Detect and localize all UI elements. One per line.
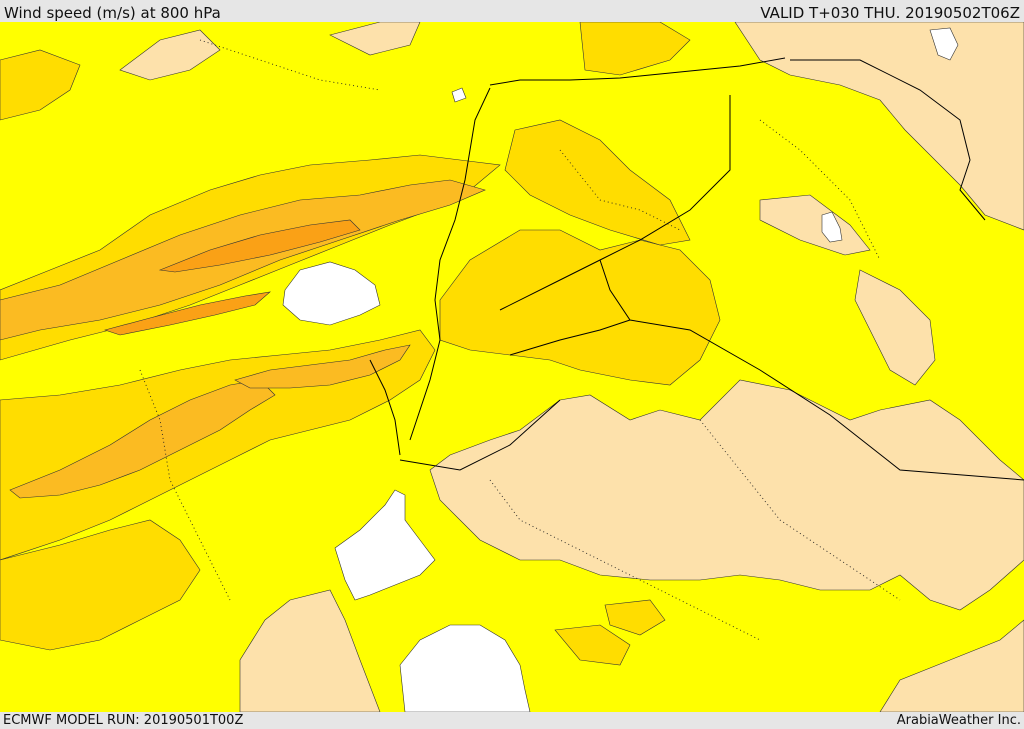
border-jordan-saudi-south: [399, 399, 561, 471]
no-shading-red-sea-south: [399, 624, 531, 712]
admin-line-3: [139, 369, 231, 601]
model-run: ECMWF MODEL RUN: 20190501T00Z: [3, 713, 244, 728]
band-medium-sinai: [0, 329, 436, 561]
admin-line-1: [559, 149, 681, 231]
border-lebanon-coast: [409, 87, 491, 441]
no-shading-small: [451, 87, 467, 103]
border-syria-iraq: [499, 95, 731, 311]
admin-line-2: [699, 419, 901, 601]
band-strong-coast: [234, 344, 411, 389]
no-shading-lake: [821, 211, 843, 243]
band-medium-egypt: [0, 519, 201, 651]
band-very-light-north-2: [329, 22, 421, 56]
band-very-light-east: [734, 22, 1024, 231]
band-very-light-east-patch-2: [854, 269, 936, 386]
band-very-light-southeast: [879, 619, 1024, 712]
band-medium-south-strip: [554, 624, 631, 666]
credit: ArabiaWeather Inc.: [896, 713, 1021, 728]
border-turkey-syria: [489, 57, 786, 86]
country-borders: [369, 57, 1024, 481]
border-jordan-saudi: [509, 319, 631, 356]
band-medium-levant: [439, 229, 721, 386]
band-stronger-jet-1: [158, 219, 361, 273]
no-shading-cyprus-south: [282, 261, 381, 326]
valid-time: VALID T+030 THU. 20190502T06Z: [760, 4, 1020, 22]
band-very-light-south: [429, 379, 1024, 611]
border-iran-iraq: [790, 59, 986, 221]
band-very-light-southwest: [239, 589, 381, 712]
admin-line-4: [759, 119, 881, 261]
band-stronger-regions: [103, 219, 361, 336]
band-very-light-regions: [9, 22, 1024, 712]
band-medium-northwest: [0, 49, 81, 121]
band-medium-north-center: [579, 22, 691, 76]
band-very-light-north-1: [119, 29, 221, 81]
border-israel-egypt: [369, 359, 401, 456]
map-title: Wind speed (m/s) at 800 hPa: [4, 4, 221, 22]
band-strong-sinai: [9, 379, 276, 499]
band-stronger-jet-2: [103, 291, 271, 336]
band-very-light-east-patch: [759, 194, 871, 256]
no-shading-regions: [282, 27, 959, 712]
no-shading-east-patch: [929, 27, 959, 61]
border-jordan-iraq: [599, 259, 1024, 481]
no-shading-red-sea-north: [334, 489, 436, 601]
wind-speed-map: [0, 22, 1024, 712]
admin-borders: [139, 39, 901, 641]
admin-line-6: [199, 39, 381, 91]
band-medium-south-strip-2: [604, 599, 666, 636]
band-medium-north-syria: [504, 119, 691, 246]
